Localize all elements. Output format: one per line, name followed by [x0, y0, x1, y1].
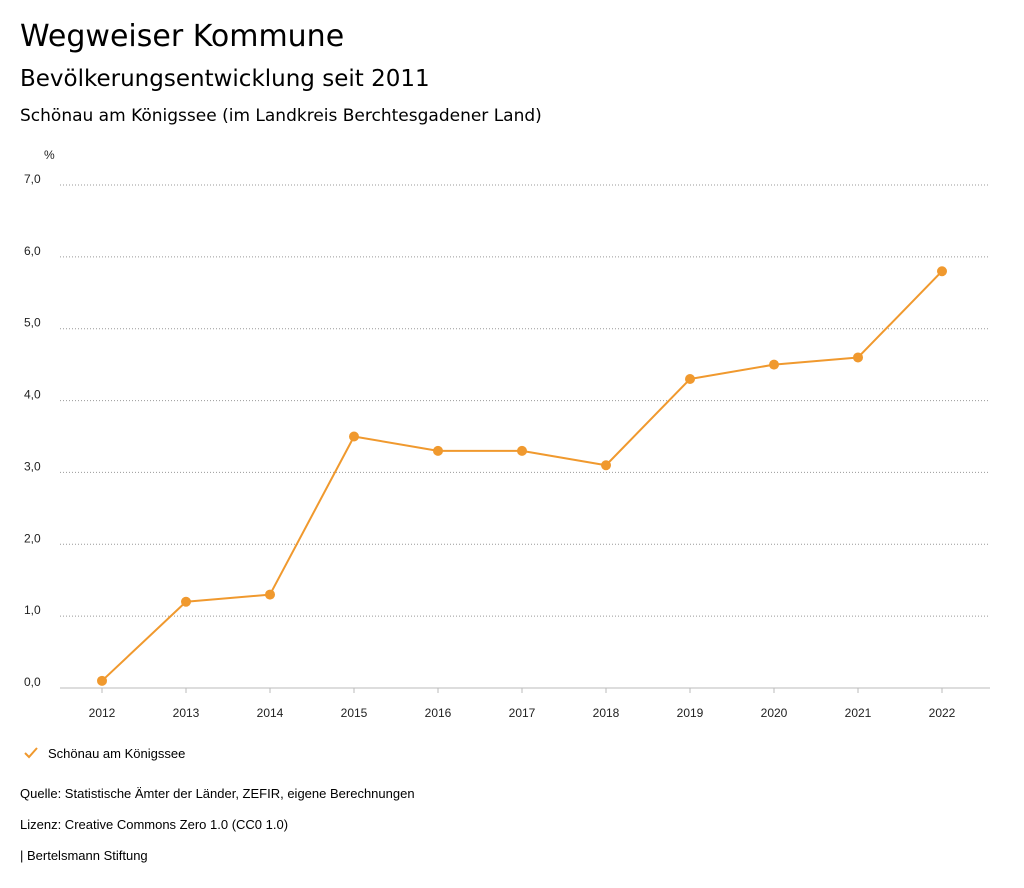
series-group [97, 266, 947, 686]
y-tick-label: 6,0 [24, 244, 41, 258]
y-tick-label: 0,0 [24, 675, 41, 689]
chart-subtitle: Bevölkerungsentwicklung seit 2011 [20, 66, 430, 92]
data-point-2019 [685, 374, 695, 385]
legend-item[interactable]: Schönau am Königssee [22, 744, 185, 762]
y-tick-label: 3,0 [24, 459, 41, 473]
data-point-2021 [853, 352, 863, 363]
x-tick-label: 2012 [89, 706, 116, 720]
x-tick-label: 2022 [929, 706, 956, 720]
data-point-2015 [349, 431, 359, 442]
x-axis: 2012 2013 2014 2015 2016 2017 2018 2019 2020 2021… [89, 688, 956, 720]
y-tick-label: 7,0 [24, 172, 41, 186]
series-line [101, 270, 943, 682]
grid-lines [60, 184, 990, 689]
publisher-note: | Bertelsmann Stiftung [20, 848, 148, 863]
y-tick-label: 5,0 [24, 316, 41, 330]
data-point-2016 [433, 445, 443, 456]
data-point-2020 [769, 359, 779, 370]
x-tick-label: 2018 [593, 706, 620, 720]
license-note: Lizenz: Creative Commons Zero 1.0 (CC0 1… [20, 817, 289, 832]
x-tick-label: 2016 [425, 706, 452, 720]
data-point-2014 [265, 589, 275, 600]
y-tick-label: 4,0 [24, 388, 41, 402]
y-axis: % 0,0 1,0 2,0 3,0 4,0 5,0 6,0 7,0 [24, 148, 55, 689]
y-tick-label: 1,0 [24, 603, 41, 617]
x-tick-label: 2019 [677, 706, 704, 720]
y-unit-label: % [44, 148, 55, 162]
line-chart: %0,01,02,03,04,05,06,07,0 2012 2013 2014 20… [24, 148, 990, 720]
x-tick-label: 2017 [509, 706, 536, 720]
page-title: Wegweiser Kommune [20, 19, 345, 54]
x-tick-label: 2020 [761, 706, 788, 720]
check-icon [24, 747, 38, 759]
y-tick-label: 2,0 [24, 531, 41, 545]
source-note: Quelle: Statistische Ämter der Länder, Z… [20, 786, 415, 801]
data-point-2018 [601, 460, 611, 471]
data-point-2012 [97, 675, 107, 686]
x-tick-label: 2015 [341, 706, 368, 720]
x-tick-label: 2013 [173, 706, 200, 720]
data-point-2013 [181, 596, 191, 607]
x-tick-label: 2014 [257, 706, 284, 720]
legend-label: Schönau am Königssee [48, 745, 186, 761]
data-point-2022 [937, 266, 947, 277]
data-point-2017 [517, 445, 527, 456]
x-tick-label: 2021 [845, 706, 872, 720]
chart-place-label: Schönau am Königssee (im Landkreis Berch… [20, 106, 542, 126]
